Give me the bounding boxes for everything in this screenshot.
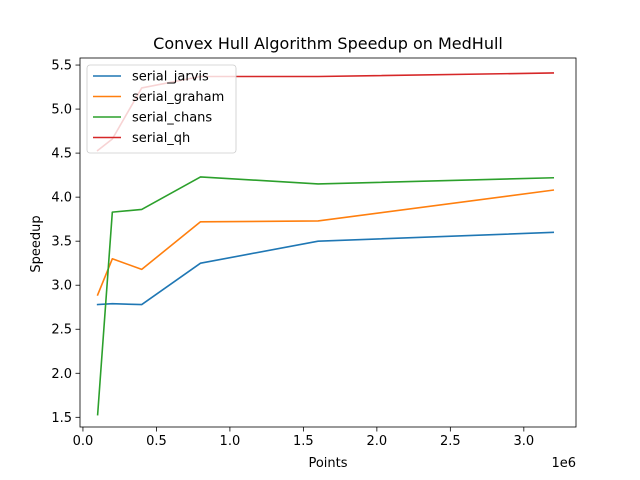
y-tick-label: 5.5 — [51, 59, 72, 74]
y-axis-label: Speedup — [29, 215, 44, 272]
x-tick-label: 0.5 — [146, 434, 167, 449]
x-axis-label: Points — [308, 456, 347, 471]
y-tick-label: 4.5 — [51, 147, 72, 162]
legend-box — [86, 64, 237, 154]
y-tick-label: 3.0 — [51, 279, 72, 294]
axes-frame — [79, 57, 577, 428]
y-tick-label: 2.5 — [51, 323, 72, 338]
y-tick-label: 2.0 — [51, 367, 72, 382]
x-tick-label: 1.0 — [220, 434, 241, 449]
plot-area: 0.0 0.5 1.0 1.5 2.0 2.5 3.0 1.5 2.0 2.5 3.0 3.5 4.0 4… — [51, 57, 577, 449]
chart-title: Convex Hull Algorithm Speedup on MedHull — [153, 34, 503, 53]
x-tick-label: 3.0 — [513, 434, 534, 449]
legend-label: serial_qh — [132, 131, 190, 146]
y-tick-label: 3.5 — [51, 235, 72, 250]
legend-label: serial_graham — [132, 90, 224, 105]
series-line-serial-jarvis — [96, 231, 555, 306]
x-tick-label: 2.5 — [440, 434, 461, 449]
legend-label: serial_chans — [132, 111, 212, 126]
series-line-serial-chans — [96, 176, 555, 416]
series-line-serial-graham — [96, 189, 555, 296]
legend: serial_jarvis serial_graham serial_chansse… — [86, 64, 237, 154]
y-tick-label: 1.5 — [51, 411, 72, 426]
y-tick-label: 4.0 — [51, 191, 72, 206]
x-tick-label: 0.0 — [73, 434, 94, 449]
legend-label: serial_jarvis — [132, 70, 209, 85]
y-tick-label: 5.0 — [51, 103, 72, 118]
x-axis-offset-label: 1e6 — [551, 456, 576, 471]
x-tick-label: 1.5 — [293, 434, 314, 449]
x-tick-label: 2.0 — [367, 434, 388, 449]
